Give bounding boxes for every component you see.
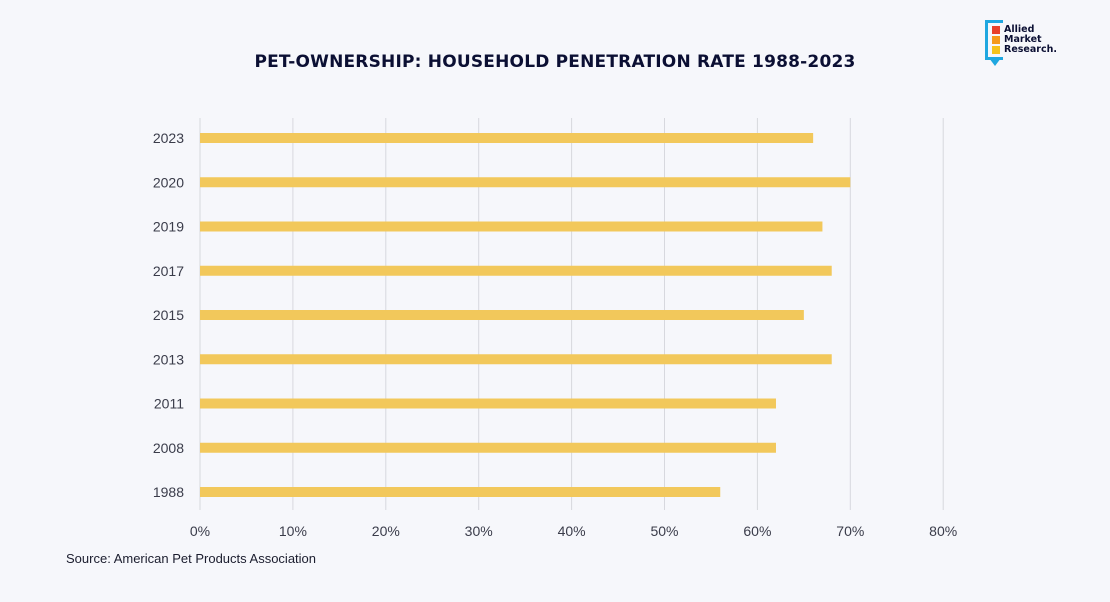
category-label: 2008 <box>153 440 184 456</box>
bar <box>200 265 832 276</box>
bar <box>200 354 832 365</box>
x-tick-label: 70% <box>836 523 864 539</box>
x-tick-label: 30% <box>465 523 493 539</box>
allied-market-research-logo: Allied Market Research. <box>985 20 1085 72</box>
bar <box>200 310 804 320</box>
x-tick-label: 20% <box>372 523 400 539</box>
source-note: Source: American Pet Products Associatio… <box>66 551 317 566</box>
bar <box>200 398 776 409</box>
category-label: 1988 <box>153 484 184 500</box>
x-tick-label: 80% <box>929 523 957 539</box>
category-label: 2023 <box>153 130 184 146</box>
category-label: 2020 <box>153 174 184 190</box>
logo-square-red <box>992 26 1000 34</box>
category-label: 2017 <box>153 263 184 279</box>
category-labels: 2023 2020 2019 2017 2015 2013 2011 2008 1988 <box>153 130 184 500</box>
bar <box>200 177 851 188</box>
bar <box>200 221 823 232</box>
x-tick-label: 50% <box>650 523 678 539</box>
bars <box>200 133 851 497</box>
logo-text-line2: Market <box>1004 34 1042 45</box>
logo-text-line3: Research. <box>1004 44 1057 55</box>
bar <box>200 133 814 143</box>
logo-square-yellow <box>992 46 1000 54</box>
x-tick-label: 40% <box>558 523 586 539</box>
x-tick-labels: 0% 10% 20% 30% 40% 50% 60% 70% 80% <box>190 523 957 539</box>
bar <box>200 487 721 497</box>
logo-square-orange <box>992 36 1000 44</box>
x-tick-label: 0% <box>190 523 210 539</box>
category-label: 2019 <box>153 219 184 235</box>
logo-speech-tail <box>989 58 1001 66</box>
x-tick-label: 60% <box>743 523 771 539</box>
logo-text-line1: Allied <box>1004 24 1035 35</box>
category-label: 2011 <box>154 396 184 412</box>
chart-title: PET-OWNERSHIP: HOUSEHOLD PENETRATION RAT… <box>254 52 856 72</box>
bar <box>200 442 776 453</box>
x-tick-label: 10% <box>279 523 307 539</box>
category-label: 2013 <box>153 351 184 367</box>
category-label: 2015 <box>153 307 184 323</box>
